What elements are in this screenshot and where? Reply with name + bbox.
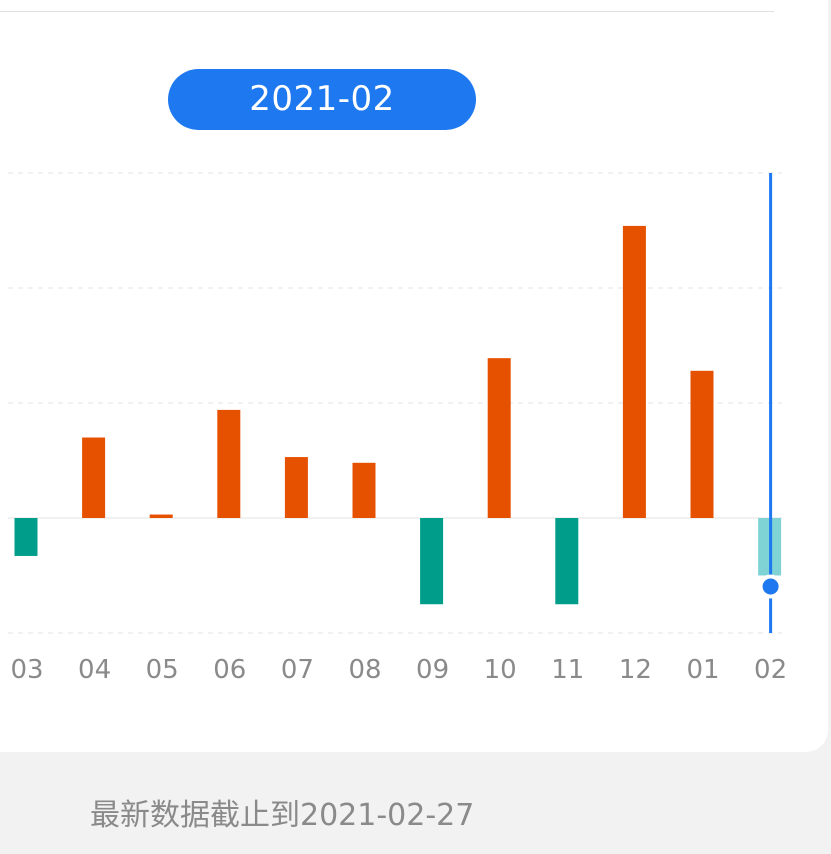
bar-09 [420, 518, 444, 605]
bar-07 [284, 457, 308, 518]
x-tick-label-03: 03 [10, 655, 43, 685]
bar-04 [82, 437, 106, 518]
x-tick-label-05: 05 [146, 655, 179, 685]
top-divider [0, 11, 774, 12]
bar-06 [217, 409, 241, 518]
bar-10 [487, 358, 511, 518]
selection-cursor-dot [758, 574, 783, 599]
x-tick-label-08: 08 [348, 655, 381, 685]
x-tick-label-12: 12 [619, 655, 652, 685]
data-update-note: 最新数据截止到2021-02-27 [90, 798, 475, 833]
x-tick-label-11: 11 [551, 655, 584, 685]
bar-05 [149, 514, 173, 518]
x-tick-label-09: 09 [416, 655, 449, 685]
x-tick-label-02: 02 [754, 655, 787, 685]
chart-card: 03 04 05 06 07 08 09 10 11 12 01 02 2021-02 [0, 0, 828, 752]
x-tick-label-10: 10 [484, 655, 517, 685]
x-tick-label-04: 04 [78, 655, 111, 685]
x-tick-label-07: 07 [281, 655, 314, 685]
bar-12 [622, 225, 646, 518]
selected-month-badge: 2021-02 [168, 69, 476, 130]
bar-08 [352, 462, 376, 518]
x-tick-label-01: 01 [686, 655, 719, 685]
bar-03 [14, 518, 38, 556]
bar-11 [555, 518, 579, 605]
x-tick-label-06: 06 [213, 655, 246, 685]
bar-chart[interactable]: 03 04 05 06 07 08 09 10 11 12 01 02 [0, 0, 828, 752]
bar-01 [690, 370, 714, 518]
